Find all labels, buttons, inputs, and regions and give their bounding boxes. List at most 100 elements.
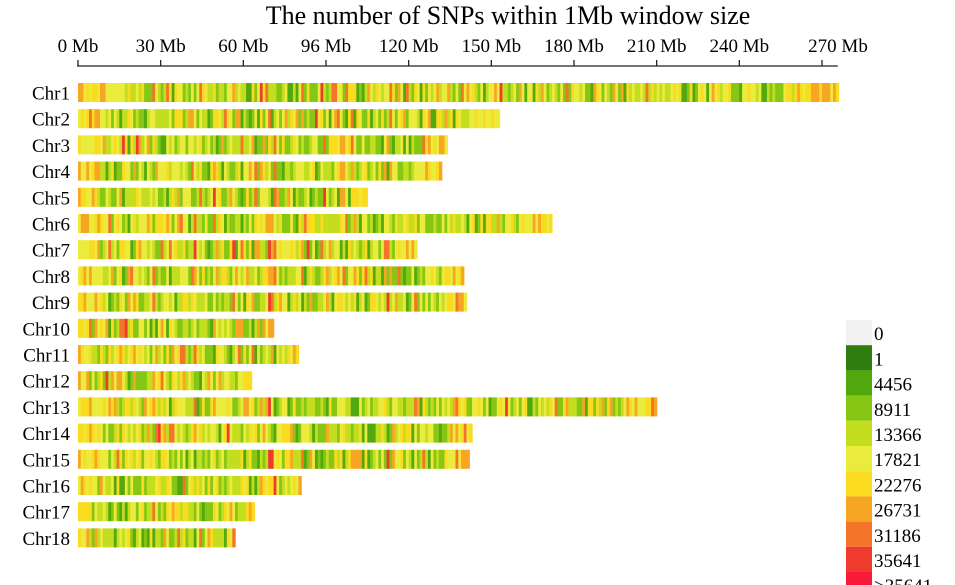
snp-bin — [681, 83, 685, 102]
snp-bin — [89, 187, 93, 207]
snp-bin — [218, 109, 222, 129]
snp-bin — [416, 292, 421, 312]
snp-bin — [86, 214, 90, 233]
snp-bin — [309, 109, 313, 129]
snp-bin — [425, 397, 429, 417]
snp-bin — [254, 449, 258, 469]
snp-bin — [372, 397, 377, 417]
snp-bin — [199, 449, 203, 469]
snp-bin — [469, 109, 473, 129]
chromosome-row-chr10: Chr10 — [23, 318, 275, 340]
snp-bin — [226, 240, 231, 260]
snp-bin — [281, 240, 286, 260]
snp-bin — [290, 345, 294, 364]
snp-bin — [177, 371, 181, 391]
snp-bin — [100, 528, 104, 548]
snp-bin — [381, 161, 385, 181]
snp-bin — [124, 371, 129, 391]
snp-bin — [276, 109, 280, 129]
snp-bin — [303, 161, 308, 181]
snp-bin — [695, 83, 699, 102]
snp-bin — [202, 240, 206, 260]
snp-bin — [309, 240, 313, 260]
snp-bin — [141, 135, 145, 155]
snp-bin — [458, 214, 462, 233]
snp-bin — [590, 83, 594, 102]
snp-bin — [160, 397, 165, 417]
snp-bin — [620, 83, 625, 102]
snp-bin — [353, 397, 357, 417]
snp-bin — [331, 187, 335, 207]
snp-bin — [540, 214, 545, 233]
snp-bin — [86, 187, 90, 207]
snp-bin — [226, 266, 231, 286]
snp-bin — [268, 214, 272, 233]
snp-bin — [199, 345, 203, 364]
snp-bin — [463, 423, 468, 443]
snp-bin — [237, 449, 242, 469]
snp-bin — [105, 214, 109, 233]
snp-bin — [361, 161, 366, 181]
snp-bin — [615, 397, 619, 417]
snp-bin — [455, 83, 459, 102]
snp-bin — [527, 397, 531, 417]
snp-bin — [149, 345, 153, 364]
snp-bin — [133, 371, 137, 391]
snp-bin — [78, 240, 82, 260]
snp-bin — [284, 187, 289, 207]
snp-bin — [237, 187, 242, 207]
snp-bin — [163, 528, 167, 548]
snp-bin — [113, 502, 118, 522]
snp-bin — [480, 397, 484, 417]
snp-bin — [270, 449, 275, 469]
snp-bin — [356, 161, 360, 181]
snp-bin — [430, 292, 435, 312]
snp-bin — [359, 161, 363, 181]
snp-bin — [155, 345, 159, 364]
snp-bin — [246, 423, 250, 443]
snp-bin — [177, 240, 181, 260]
snp-bin — [105, 476, 109, 495]
snp-bin — [146, 83, 151, 102]
snp-bin — [215, 187, 220, 207]
snp-bin — [359, 109, 363, 129]
snp-bin — [411, 161, 415, 181]
snp-bin — [163, 214, 167, 233]
snp-bin — [604, 397, 608, 417]
snp-bin — [248, 214, 253, 233]
snp-bin — [400, 135, 404, 155]
snp-bin — [403, 266, 407, 286]
snp-bin — [248, 318, 253, 338]
snp-bin — [152, 528, 156, 548]
snp-bin — [196, 292, 200, 312]
snp-bin — [295, 449, 300, 469]
snp-bin — [359, 449, 363, 469]
snp-bin — [323, 397, 327, 417]
snp-bin — [301, 423, 305, 443]
snp-bin — [91, 292, 96, 312]
snp-bin — [237, 397, 242, 417]
snp-bin — [196, 371, 200, 391]
snp-bin — [425, 266, 429, 286]
snp-bin — [314, 449, 319, 469]
snp-bin — [452, 423, 457, 443]
snp-bin — [312, 240, 316, 260]
snp-bin — [116, 135, 120, 155]
snp-bin — [97, 345, 101, 364]
snp-bin — [78, 371, 82, 391]
snp-bin — [254, 135, 258, 155]
x-tick-label: 0 Mb — [58, 36, 99, 57]
snp-bin — [185, 528, 189, 548]
snp-bin — [207, 476, 211, 495]
snp-bin — [224, 83, 228, 102]
snp-bin — [226, 397, 231, 417]
snp-bin — [91, 528, 96, 548]
snp-bin — [422, 135, 426, 155]
snp-bin — [312, 83, 316, 102]
snp-bin — [218, 449, 222, 469]
snp-bin — [656, 83, 661, 102]
snp-bin — [135, 423, 140, 443]
snp-bin — [753, 83, 757, 102]
snp-bin — [168, 345, 173, 364]
snp-bin — [204, 371, 209, 391]
